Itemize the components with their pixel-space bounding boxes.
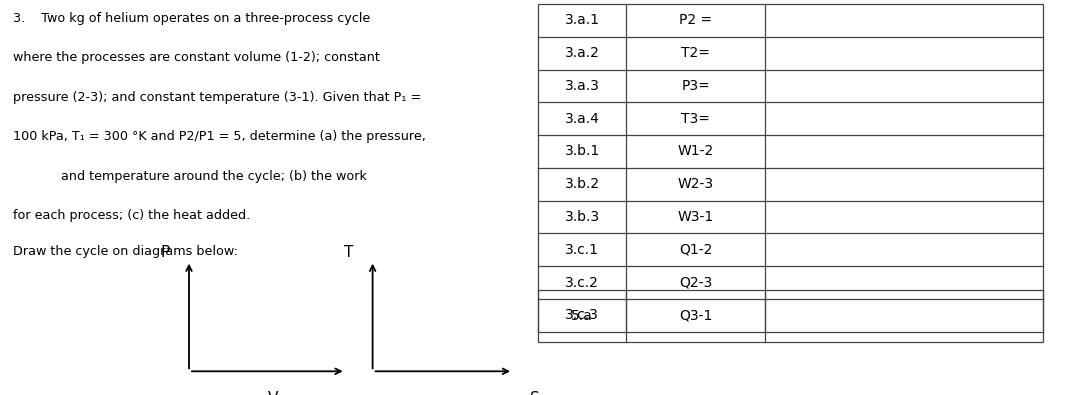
Bar — [538, 4, 1043, 332]
Text: and temperature around the cycle; (b) the work: and temperature around the cycle; (b) th… — [13, 170, 367, 183]
Text: 3.    Two kg of helium operates on a three-process cycle: 3. Two kg of helium operates on a three-… — [13, 12, 370, 25]
Text: 3.a.2: 3.a.2 — [565, 46, 599, 60]
Text: T3=: T3= — [681, 112, 710, 126]
Text: 3.a.4: 3.a.4 — [565, 112, 599, 126]
Text: P3=: P3= — [681, 79, 710, 93]
Text: S: S — [529, 391, 540, 395]
Text: Draw the cycle on diagrams below:: Draw the cycle on diagrams below: — [13, 245, 238, 258]
Text: 100 kPa, T₁ = 300 °K and P2/P1 = 5, determine (a) the pressure,: 100 kPa, T₁ = 300 °K and P2/P1 = 5, dete… — [13, 130, 426, 143]
Text: P: P — [161, 245, 170, 260]
Text: T: T — [345, 245, 353, 260]
Text: 3.c.1: 3.c.1 — [565, 243, 599, 257]
Text: P2 =: P2 = — [679, 13, 712, 27]
Text: 3.b.2: 3.b.2 — [565, 177, 599, 191]
Text: Q2-3: Q2-3 — [679, 276, 712, 290]
Text: 3.b.3: 3.b.3 — [565, 210, 599, 224]
Text: 5.a: 5.a — [571, 309, 593, 323]
Text: Q3-1: Q3-1 — [679, 308, 712, 322]
Text: 3.a.3: 3.a.3 — [565, 79, 599, 93]
Text: where the processes are constant volume (1-2); constant: where the processes are constant volume … — [13, 51, 380, 64]
Text: pressure (2-3); and constant temperature (3-1). Given that P₁ =: pressure (2-3); and constant temperature… — [13, 91, 421, 104]
Text: for each process; (c) the heat added.: for each process; (c) the heat added. — [13, 209, 251, 222]
Text: W2-3: W2-3 — [677, 177, 714, 191]
Text: W1-2: W1-2 — [677, 145, 714, 158]
Bar — [538, 290, 1043, 342]
Text: 3.b.1: 3.b.1 — [565, 145, 599, 158]
Text: V: V — [268, 391, 278, 395]
Text: Q1-2: Q1-2 — [679, 243, 712, 257]
Text: W3-1: W3-1 — [677, 210, 714, 224]
Text: 3.c.2: 3.c.2 — [565, 276, 599, 290]
Text: 3.a.1: 3.a.1 — [565, 13, 599, 27]
Text: 3.c.3: 3.c.3 — [565, 308, 599, 322]
Text: T2=: T2= — [681, 46, 710, 60]
